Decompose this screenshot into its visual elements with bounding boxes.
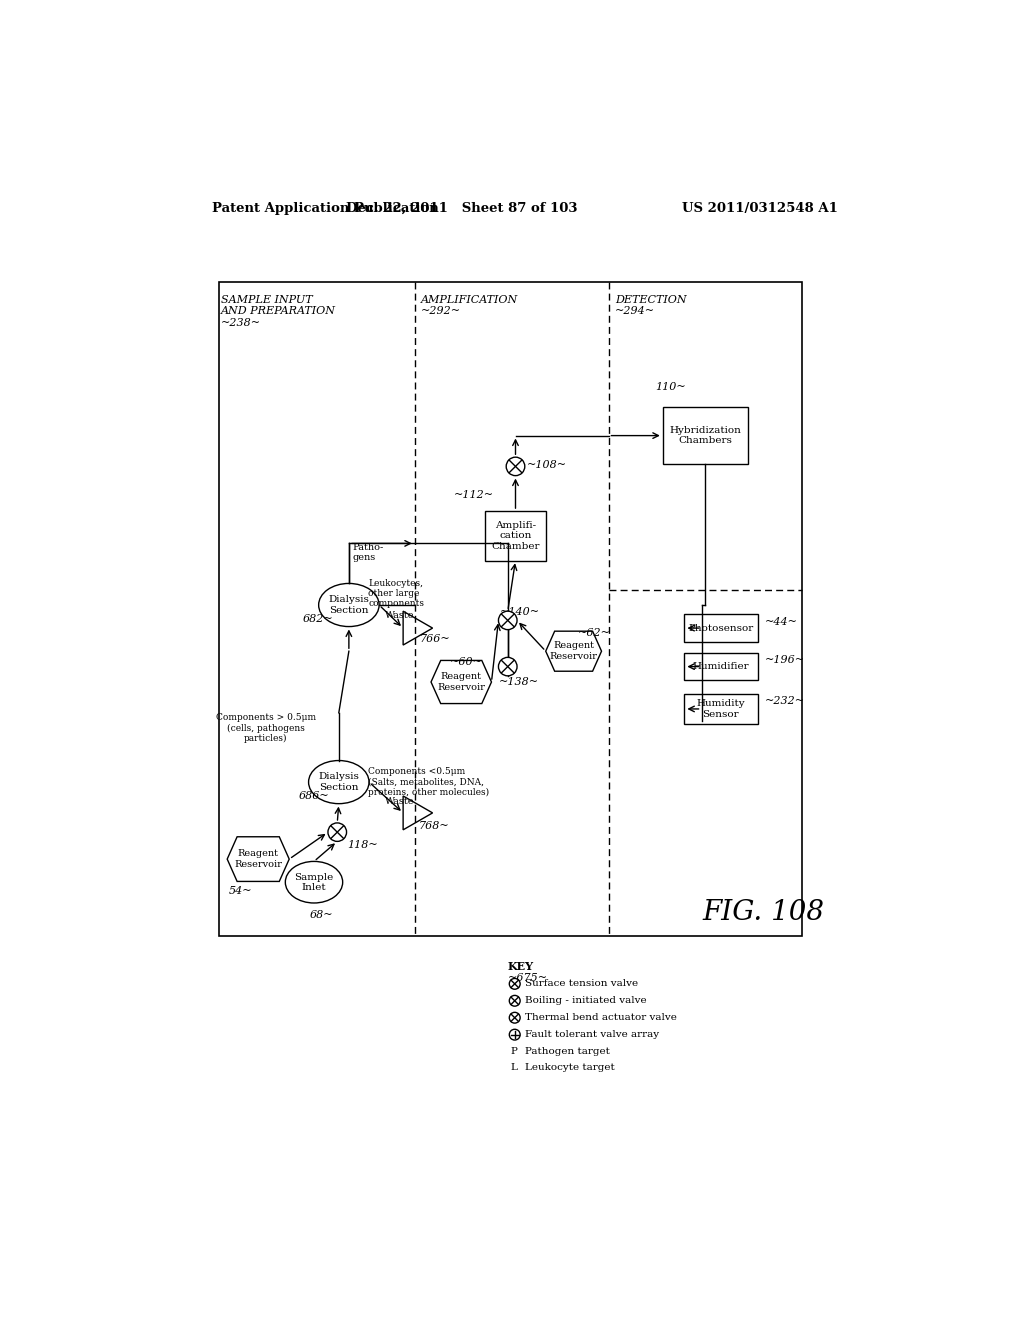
Ellipse shape bbox=[318, 583, 379, 627]
Ellipse shape bbox=[286, 862, 343, 903]
Text: ~675~: ~675~ bbox=[508, 973, 548, 983]
Polygon shape bbox=[403, 611, 432, 645]
Text: 766~: 766~ bbox=[420, 635, 451, 644]
Text: AND PREPARATION: AND PREPARATION bbox=[221, 306, 336, 317]
Text: KEY: KEY bbox=[508, 961, 534, 973]
Text: ~44~: ~44~ bbox=[765, 616, 798, 627]
Text: Hybridization
Chambers: Hybridization Chambers bbox=[670, 426, 741, 445]
Circle shape bbox=[509, 978, 520, 989]
Text: ~196~: ~196~ bbox=[765, 655, 805, 665]
Circle shape bbox=[499, 657, 517, 676]
Text: P: P bbox=[511, 1047, 518, 1056]
Text: US 2011/0312548 A1: US 2011/0312548 A1 bbox=[682, 202, 838, 215]
Text: SAMPLE INPUT: SAMPLE INPUT bbox=[221, 296, 312, 305]
Text: Leukocyte target: Leukocyte target bbox=[524, 1063, 614, 1072]
Text: ~294~: ~294~ bbox=[614, 306, 654, 317]
Text: Patent Application Publication: Patent Application Publication bbox=[212, 202, 438, 215]
Polygon shape bbox=[227, 837, 289, 882]
Text: 118~: 118~ bbox=[347, 840, 378, 850]
Circle shape bbox=[328, 822, 346, 841]
Text: Dec. 22, 2011   Sheet 87 of 103: Dec. 22, 2011 Sheet 87 of 103 bbox=[345, 202, 577, 215]
Circle shape bbox=[509, 1012, 520, 1023]
Text: Humidifier: Humidifier bbox=[692, 663, 750, 671]
Text: AMPLIFICATION: AMPLIFICATION bbox=[421, 296, 518, 305]
Text: Components > 0.5μm
(cells, pathogens
particles): Components > 0.5μm (cells, pathogens par… bbox=[216, 713, 316, 743]
Polygon shape bbox=[403, 796, 432, 830]
Text: 68~: 68~ bbox=[310, 909, 334, 920]
Circle shape bbox=[509, 1030, 520, 1040]
Text: ~60~: ~60~ bbox=[450, 657, 482, 668]
Text: Boiling - initiated valve: Boiling - initiated valve bbox=[524, 997, 646, 1006]
Text: Amplifi-
cation
Chamber: Amplifi- cation Chamber bbox=[492, 521, 540, 550]
Text: 54~: 54~ bbox=[228, 886, 252, 896]
Text: 768~: 768~ bbox=[419, 821, 450, 830]
Text: 682~: 682~ bbox=[302, 614, 333, 624]
Text: 110~: 110~ bbox=[655, 381, 686, 392]
Bar bbox=[663, 407, 748, 465]
Bar bbox=[684, 614, 758, 642]
Text: Dialysis
Section: Dialysis Section bbox=[318, 772, 359, 792]
Bar bbox=[219, 281, 802, 936]
Text: ~292~: ~292~ bbox=[421, 306, 461, 317]
Polygon shape bbox=[546, 631, 601, 671]
Text: Pathogen target: Pathogen target bbox=[524, 1047, 609, 1056]
Text: Fault tolerant valve array: Fault tolerant valve array bbox=[524, 1030, 658, 1039]
Text: ~232~: ~232~ bbox=[765, 696, 805, 706]
Text: ~138~: ~138~ bbox=[499, 677, 539, 686]
Circle shape bbox=[506, 457, 524, 475]
Text: ~140~: ~140~ bbox=[500, 607, 540, 616]
Text: ~62~: ~62~ bbox=[578, 628, 610, 638]
Ellipse shape bbox=[308, 760, 369, 804]
Polygon shape bbox=[431, 660, 492, 704]
Text: Reagent
Reservoir: Reagent Reservoir bbox=[437, 672, 485, 692]
Text: Reagent
Reservoir: Reagent Reservoir bbox=[234, 849, 283, 869]
Circle shape bbox=[499, 611, 517, 630]
Text: Thermal bend actuator valve: Thermal bend actuator valve bbox=[524, 1014, 677, 1022]
Text: Reagent
Reservoir: Reagent Reservoir bbox=[550, 642, 598, 661]
Bar bbox=[684, 693, 758, 725]
Text: Waste: Waste bbox=[384, 797, 414, 805]
Text: Components <0.5μm
(Salts, metabolites, DNA,
proteins, other molecules): Components <0.5μm (Salts, metabolites, D… bbox=[369, 767, 489, 797]
Text: L: L bbox=[511, 1063, 518, 1072]
Circle shape bbox=[509, 995, 520, 1006]
Bar bbox=[485, 511, 546, 561]
Text: ~238~: ~238~ bbox=[221, 318, 261, 327]
Text: Surface tension valve: Surface tension valve bbox=[524, 979, 638, 989]
Text: DETECTION: DETECTION bbox=[614, 296, 686, 305]
Text: ~112~: ~112~ bbox=[454, 490, 494, 499]
Bar bbox=[684, 653, 758, 681]
Text: Dialysis
Section: Dialysis Section bbox=[329, 595, 370, 615]
Text: ~108~: ~108~ bbox=[526, 461, 566, 470]
Text: Sample
Inlet: Sample Inlet bbox=[294, 873, 334, 892]
Text: Photosensor: Photosensor bbox=[688, 623, 754, 632]
Text: Humidity
Sensor: Humidity Sensor bbox=[696, 700, 745, 718]
Text: Leukocytes,
other large
components: Leukocytes, other large components bbox=[369, 578, 424, 609]
Text: Waste: Waste bbox=[384, 611, 414, 620]
Text: Patho-
gens: Patho- gens bbox=[352, 543, 384, 562]
Text: FIG. 108: FIG. 108 bbox=[702, 899, 824, 927]
Text: 686~: 686~ bbox=[299, 792, 330, 801]
